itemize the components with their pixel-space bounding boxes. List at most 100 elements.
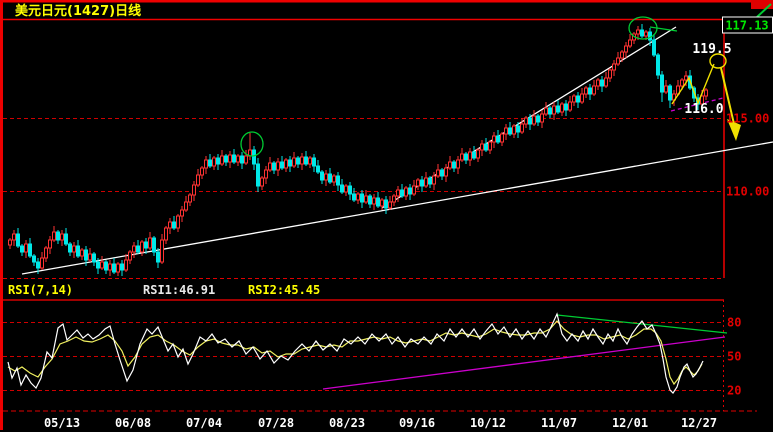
candle-body xyxy=(104,261,108,271)
candle-body xyxy=(272,162,276,171)
candle-body xyxy=(204,159,208,169)
rsi-axis-label: 50 xyxy=(727,350,741,364)
target-price-label: 119.5 xyxy=(692,42,731,57)
candle-body xyxy=(444,167,448,177)
candle-body xyxy=(140,241,144,253)
candle-body xyxy=(308,157,312,165)
candle-body xyxy=(108,263,112,271)
rsi-axis-label: 80 xyxy=(727,316,741,330)
candle-body xyxy=(380,199,384,207)
rsi1-line xyxy=(7,312,704,394)
candle-body xyxy=(340,184,344,193)
projection-zigzag[interactable] xyxy=(671,63,715,105)
recent-low-support[interactable] xyxy=(670,97,724,112)
rsi-magenta-support[interactable] xyxy=(322,336,726,390)
candle-body xyxy=(528,117,532,125)
main-price-pane[interactable] xyxy=(3,3,773,276)
candle-body xyxy=(260,177,264,187)
candle-body xyxy=(316,165,320,173)
candle-body xyxy=(332,175,336,183)
rsi-green-resistance[interactable] xyxy=(556,314,728,334)
green-top-annotation-line[interactable] xyxy=(649,26,678,32)
candle-body xyxy=(196,174,200,186)
candle-body xyxy=(232,154,236,163)
candle-body xyxy=(348,185,352,195)
candle-body xyxy=(200,167,204,176)
candle-body xyxy=(592,85,596,95)
rsi-indicator-pane[interactable] xyxy=(3,312,728,394)
projection-arrow-shaft[interactable] xyxy=(720,67,735,125)
candle-body xyxy=(364,195,368,203)
candle-body xyxy=(356,193,360,201)
candle-body xyxy=(552,105,556,115)
candle-body xyxy=(400,189,404,197)
candle-body xyxy=(264,169,268,179)
candle-body xyxy=(620,51,624,59)
candle-body xyxy=(500,133,504,143)
candle-body xyxy=(76,245,80,257)
candle-body xyxy=(92,253,96,263)
rsi-axis-label: 20 xyxy=(727,384,741,398)
rsi-axis-labels: 80 50 20 xyxy=(727,316,741,398)
candle-body xyxy=(88,253,92,261)
candle-body xyxy=(160,239,164,263)
candle-body xyxy=(460,153,464,161)
price-axis-label: 110.00 xyxy=(726,185,769,199)
candle-body xyxy=(532,115,536,125)
candle-body xyxy=(180,209,184,217)
candle-body xyxy=(240,155,244,164)
candle-body xyxy=(472,151,476,159)
candle-body xyxy=(124,259,128,271)
candle-body xyxy=(256,163,260,187)
top-border xyxy=(0,0,773,3)
candle-body xyxy=(540,113,544,123)
candle-body xyxy=(52,231,56,241)
candle-body xyxy=(408,187,412,195)
candle-body xyxy=(644,31,648,37)
candle-body xyxy=(372,197,376,205)
candle-body xyxy=(40,257,44,269)
candle-body xyxy=(156,251,160,263)
candle-body xyxy=(324,173,328,181)
candle-body xyxy=(484,143,488,151)
candle-body xyxy=(300,156,304,165)
rsi1-value-label: RSI1:46.91 xyxy=(143,283,215,297)
candle-body xyxy=(144,241,148,249)
candle-body xyxy=(100,261,104,269)
candle-body xyxy=(376,197,380,207)
candle-body xyxy=(432,175,436,185)
projection-arrow-head[interactable] xyxy=(727,119,741,141)
candle-body xyxy=(184,201,188,211)
candle-body xyxy=(192,184,196,196)
date-tick-label: 05/13 xyxy=(44,416,80,430)
candle-body xyxy=(148,237,152,249)
candle-body xyxy=(572,95,576,103)
date-tick-label: 12/27 xyxy=(681,416,717,430)
candle-body xyxy=(440,169,444,177)
date-axis[interactable]: 05/13 06/08 07/04 07/28 08/23 09/16 10/12 11/07… xyxy=(44,416,717,430)
candle-body xyxy=(352,193,356,201)
candle-body xyxy=(508,127,512,135)
candle-body xyxy=(28,243,32,257)
candle-body xyxy=(168,221,172,229)
candle-body xyxy=(512,125,516,135)
date-tick-label: 09/16 xyxy=(399,416,435,430)
candle-body xyxy=(280,161,284,169)
date-tick-label: 11/07 xyxy=(541,416,577,430)
candle-body xyxy=(604,77,608,87)
candle-body xyxy=(580,93,584,103)
projection-peak-circle[interactable] xyxy=(709,53,727,69)
long-support-trendline[interactable] xyxy=(21,141,773,275)
candle-body xyxy=(208,159,212,167)
candle-body xyxy=(548,107,552,115)
top-right-marker xyxy=(751,0,773,9)
candle-body xyxy=(20,245,24,253)
last-price-value: 117.13 xyxy=(725,19,768,33)
candle-body xyxy=(336,175,340,186)
candle-body xyxy=(452,161,456,169)
candle-body xyxy=(172,221,176,229)
candle-body xyxy=(152,237,156,253)
candle-body xyxy=(476,149,480,159)
green-circle-annotation[interactable] xyxy=(240,131,264,157)
candle-body xyxy=(516,125,520,133)
